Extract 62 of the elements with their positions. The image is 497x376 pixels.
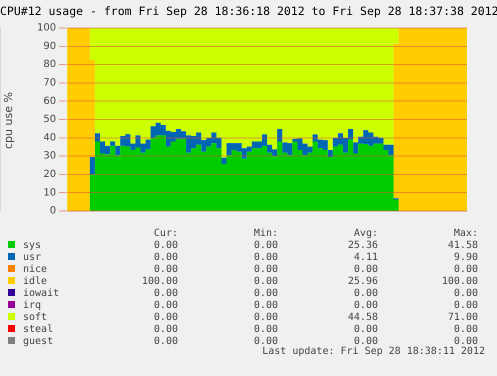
- text: 0.00: [354, 336, 378, 347]
- text: Min:: [252, 228, 278, 240]
- text: 0.00: [252, 240, 278, 252]
- text: 0.00: [352, 324, 378, 336]
- text: 0.00: [152, 312, 178, 324]
- y-axis-title: cpu use %: [2, 92, 15, 148]
- text: 0.00: [152, 324, 178, 336]
- y-tick-label: 20: [43, 168, 56, 180]
- legend-label: sys: [22, 240, 42, 252]
- text: 0.00: [152, 240, 178, 252]
- y-tick-label: 10: [43, 187, 56, 198]
- y-tick-label: 60: [43, 96, 56, 107]
- y-tick-label: 30: [43, 150, 56, 162]
- text: 0.00: [454, 336, 478, 347]
- legend-label: nice: [22, 264, 48, 276]
- y-tick-label: 80: [43, 59, 56, 70]
- text: 0.00: [252, 336, 278, 347]
- y-tick-label: 0: [50, 206, 56, 217]
- text: 0.00: [352, 288, 378, 300]
- y-tick-label: 40: [43, 132, 56, 144]
- text: 0.00: [352, 264, 378, 276]
- text: Max:: [452, 228, 478, 240]
- text: 0.00: [152, 288, 178, 300]
- text: 0.00: [352, 300, 378, 312]
- text: 0.00: [152, 300, 178, 312]
- text: 0.00: [252, 276, 278, 288]
- text: 9.90: [452, 252, 478, 264]
- text: 100.00: [440, 276, 478, 288]
- text: 0.00: [252, 288, 278, 300]
- text: 0.00: [452, 288, 478, 300]
- text: 0.00: [252, 312, 278, 324]
- text: 25.36: [346, 240, 378, 252]
- y-tick-label: 50: [43, 114, 56, 126]
- text: 100.00: [140, 276, 178, 288]
- text: 0.00: [452, 324, 478, 336]
- y-tick-label: 100: [36, 22, 56, 34]
- text: Last update: Fri Sep 28 18:38:11 2012: [262, 346, 485, 357]
- text: 0.00: [452, 300, 478, 312]
- text: 44.58: [346, 312, 378, 324]
- legend-label: soft: [22, 312, 48, 324]
- text: 0.00: [252, 264, 278, 276]
- text: 0.00: [152, 252, 178, 264]
- text: 0.00: [252, 252, 278, 264]
- legend-label: iowait: [22, 288, 60, 300]
- legend-label: idle: [22, 276, 48, 288]
- text: 0.00: [252, 324, 278, 336]
- y-tick-label: 90: [43, 40, 56, 52]
- text: 4.11: [352, 252, 378, 264]
- legend-label: usr: [22, 252, 42, 264]
- text: 0.00: [252, 300, 278, 312]
- text: 25.96: [346, 276, 378, 288]
- text: 71.00: [446, 312, 478, 324]
- legend-label: guest: [22, 336, 54, 348]
- legend-label: steal: [22, 324, 54, 336]
- text: 0.00: [152, 264, 178, 276]
- text: 0.00: [152, 336, 178, 348]
- text: 41.58: [446, 240, 478, 252]
- text: Cur:: [152, 228, 178, 240]
- y-tick-label: 70: [43, 77, 56, 88]
- text: Avg:: [352, 228, 378, 240]
- text: 0.00: [452, 264, 478, 276]
- legend-label: irq: [22, 300, 42, 312]
